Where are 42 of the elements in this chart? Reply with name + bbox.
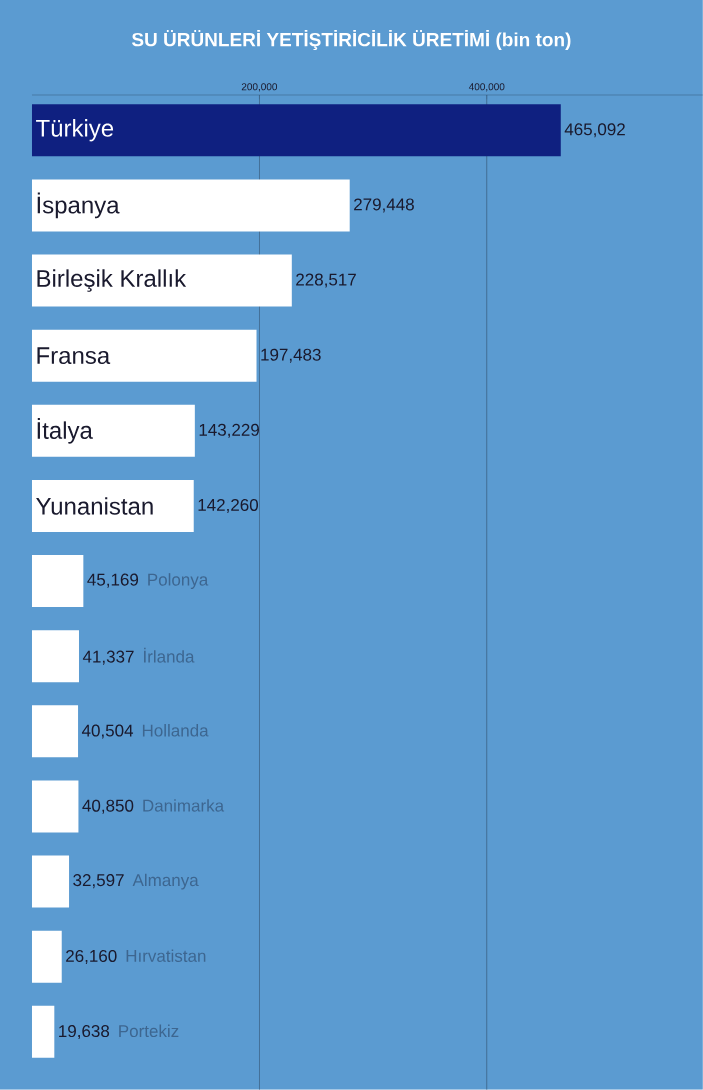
bar	[31, 705, 79, 758]
y-tick-label: İrlanda	[144, 647, 195, 663]
y-tick-label: İspanya	[37, 192, 120, 219]
y-tick-label: Portekiz	[119, 1024, 179, 1038]
data-label: 40,504	[81, 724, 134, 739]
x-tick-label: 400,000	[468, 83, 505, 92]
data-label: 279,448	[354, 198, 414, 213]
y-tick-label: Türkiye	[36, 119, 114, 142]
bar	[31, 479, 194, 532]
data-label: 45,169	[87, 573, 139, 588]
chart-title: SU ÜRÜNLERİ YETİŞTİRİCİLİK ÜRETİMİ (bin ton)	[131, 29, 571, 51]
y-tick-label: Danimarka	[143, 799, 225, 812]
y-tick-label: Birleşik Krallık	[37, 269, 187, 292]
data-label: 142,260	[198, 498, 259, 513]
x-tick-label: 200,000	[241, 83, 278, 92]
y-tick-label: Hırvatistan	[126, 949, 206, 962]
data-label: 32,597	[73, 874, 124, 889]
bar	[31, 630, 79, 683]
bar	[31, 930, 62, 983]
data-label: 41,337	[82, 650, 134, 665]
bar	[31, 179, 350, 232]
data-label: 465,092	[564, 123, 625, 138]
y-tick-label: Polonya	[148, 573, 209, 589]
data-label: 228,517	[296, 273, 356, 288]
data-label: 40,850	[82, 799, 134, 814]
y-tick-label: Hollanda	[142, 724, 209, 737]
bar	[31, 555, 84, 608]
y-tick-label: Yunanistan	[36, 497, 153, 515]
data-label: 19,638	[59, 1025, 110, 1040]
data-label: 143,229	[199, 423, 259, 438]
bar	[31, 404, 195, 457]
y-tick-label: Fransa	[37, 347, 111, 365]
data-label: 197,483	[261, 348, 321, 363]
bar	[31, 1005, 55, 1058]
bar	[31, 780, 79, 833]
bar	[31, 855, 70, 908]
data-label: 26,160	[66, 949, 117, 964]
bar	[31, 104, 561, 157]
bar	[31, 254, 292, 307]
y-tick-label: Almanya	[132, 873, 199, 890]
y-tick-label: İtalya	[37, 417, 93, 444]
bar	[31, 329, 257, 382]
